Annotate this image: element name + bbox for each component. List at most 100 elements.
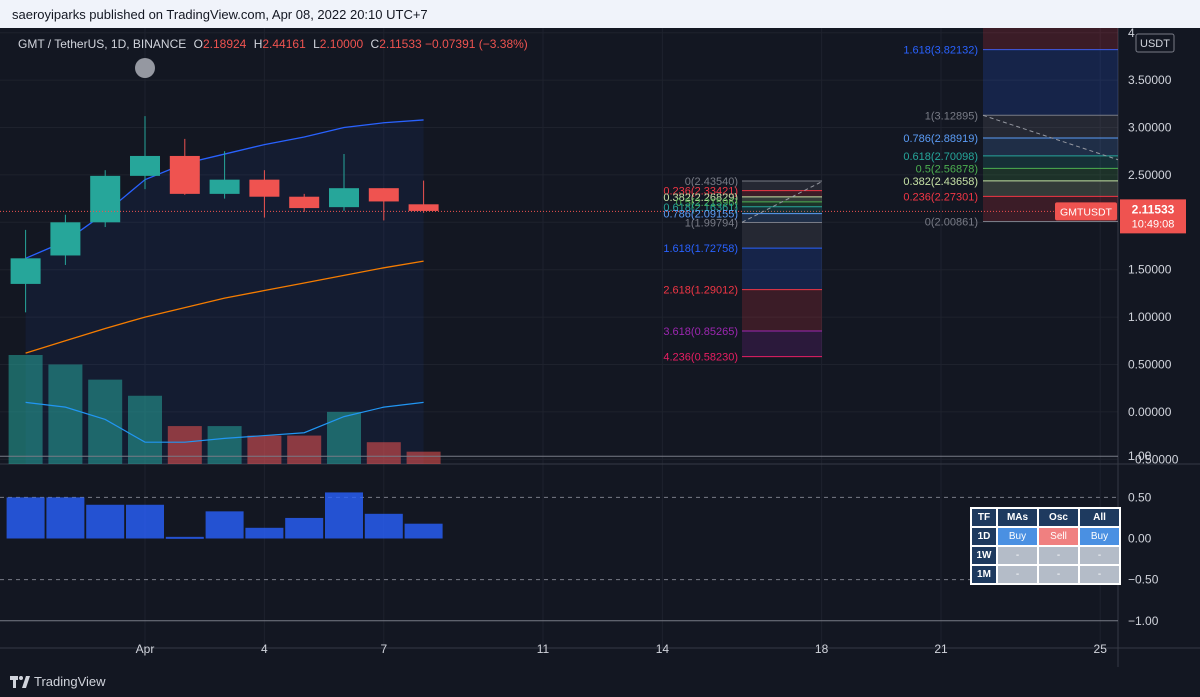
signal-header-all: All bbox=[1078, 507, 1121, 528]
oscillator-bar bbox=[6, 497, 45, 539]
fib-lower-level-label: 0.786(2.09155) bbox=[663, 209, 738, 221]
oscillator-bar bbox=[165, 536, 204, 539]
brand-name: TradingView bbox=[34, 674, 106, 689]
symbol-badge-text: GMTUSDT bbox=[1060, 206, 1112, 218]
price-axis-label: 3.00000 bbox=[1128, 121, 1172, 135]
osc-axis-label: −1.00 bbox=[1128, 614, 1159, 628]
oscillator-bar bbox=[126, 504, 164, 539]
signal-header-mas: MAs bbox=[996, 507, 1039, 528]
volume-bar bbox=[406, 451, 441, 464]
oscillator-bar bbox=[325, 492, 363, 539]
fib-lower-zone bbox=[742, 289, 822, 332]
time-axis-label: 21 bbox=[934, 642, 948, 656]
fib-upper-zone bbox=[983, 138, 1118, 156]
close-label: C bbox=[370, 37, 380, 51]
oscillator-bar bbox=[364, 513, 403, 539]
fib-upper-zone bbox=[983, 180, 1118, 197]
candle-body bbox=[408, 204, 439, 211]
osc-axis-label: 1.00 bbox=[1128, 449, 1152, 463]
volume-bar bbox=[8, 355, 43, 464]
time-axis-label: 14 bbox=[656, 642, 670, 656]
signal-cell: - bbox=[996, 564, 1039, 585]
fib-lower-level-label: 1(1.99794) bbox=[685, 217, 738, 229]
publish-header: saeroyiparks published on TradingView.co… bbox=[0, 0, 1200, 28]
tradingview-logo-icon bbox=[10, 676, 30, 688]
fib-lower-zone bbox=[742, 213, 822, 223]
candle-body bbox=[249, 179, 280, 197]
candle-body bbox=[90, 175, 121, 223]
osc-axis-label: 0.00 bbox=[1128, 532, 1152, 546]
price-axis-label: 1.00000 bbox=[1128, 310, 1172, 324]
fib-upper-level-label: 1(3.12895) bbox=[925, 110, 978, 122]
candle-body bbox=[10, 258, 41, 284]
osc-axis-label: −0.50 bbox=[1128, 573, 1159, 587]
signal-summary-table: TF MAs Osc All 1D Buy Sell Buy 1W - - - … bbox=[970, 507, 1121, 585]
low-label: L bbox=[313, 37, 320, 51]
oscillator-bar bbox=[404, 523, 443, 539]
oscillator-bar bbox=[245, 527, 284, 539]
volume-bar bbox=[366, 442, 401, 464]
fib-lower-zone bbox=[742, 222, 822, 249]
symbol-badge bbox=[1055, 202, 1117, 221]
candle-body bbox=[209, 179, 240, 194]
signal-cell: - bbox=[1078, 545, 1121, 566]
fib-trend-line bbox=[982, 114, 1119, 161]
currency-box bbox=[1135, 33, 1175, 53]
open-label: O bbox=[193, 37, 203, 51]
volume-bar bbox=[88, 379, 123, 464]
fib-lower-zone bbox=[742, 196, 822, 202]
change-value: −0.07391 (−3.38%) bbox=[425, 37, 528, 51]
signal-cell: Sell bbox=[1037, 526, 1080, 547]
signal-cell: Buy bbox=[996, 526, 1039, 547]
fib-upper-level-label: 0.618(2.70098) bbox=[903, 151, 978, 163]
oscillator-bar bbox=[46, 497, 85, 539]
time-axis-label: Apr bbox=[136, 642, 155, 656]
oscillator-bar bbox=[285, 517, 324, 539]
currency-label: USDT bbox=[1140, 38, 1170, 50]
price-axis-label: 4 bbox=[1128, 28, 1135, 40]
fib-lower-zone bbox=[742, 331, 822, 357]
low-value: 2.10000 bbox=[319, 37, 364, 51]
candle-body bbox=[289, 196, 320, 209]
price-axis-label: 3.50000 bbox=[1128, 73, 1172, 87]
signal-row-tf: 1M bbox=[970, 564, 998, 585]
fib-lower-level-label: 2.618(1.29012) bbox=[663, 285, 738, 297]
oscillator-bar bbox=[86, 504, 125, 539]
volume-bar bbox=[128, 395, 162, 464]
candle-body bbox=[329, 188, 359, 208]
fib-lower-level-label: 0(2.43540) bbox=[685, 176, 738, 188]
volume-ma-line bbox=[25, 401, 424, 443]
fib-upper-level-label: 0.786(2.88919) bbox=[903, 133, 978, 145]
fib-upper-zone bbox=[983, 168, 1118, 181]
fib-lower-level-label: 4.236(0.58230) bbox=[663, 352, 738, 364]
signal-row-tf: 1W bbox=[970, 545, 998, 566]
symbol-name[interactable]: GMT / TetherUS, 1D, BINANCE bbox=[18, 37, 187, 51]
fib-lower-level-label: 0.236(2.33421) bbox=[663, 186, 738, 198]
price-chart[interactable]: 1.618(3.82132) 1(3.12895) 0.786(2.88919) 0.… bbox=[0, 28, 1200, 667]
signal-cell: - bbox=[1078, 564, 1121, 585]
fib-trend-line bbox=[741, 181, 823, 223]
volume-bar bbox=[287, 435, 322, 464]
open-value: 2.18924 bbox=[202, 37, 247, 51]
volume-bar bbox=[247, 435, 282, 464]
candle-body bbox=[169, 155, 200, 194]
symbol-legend: GMT / TetherUS, 1D, BINANCE O2.18924 H2.… bbox=[18, 37, 528, 51]
price-axis-label: −0.50000 bbox=[1128, 452, 1179, 466]
volume-bar bbox=[207, 426, 242, 464]
signal-cell: Buy bbox=[1078, 526, 1121, 547]
fib-upper-level-label: 0.5(2.56878) bbox=[916, 163, 978, 175]
fib-upper-level-label: 0.236(2.27301) bbox=[903, 191, 978, 203]
candle-body bbox=[50, 222, 81, 256]
price-badge-text: 2.11533 bbox=[1132, 202, 1175, 216]
time-axis-label: 18 bbox=[815, 642, 829, 656]
time-axis-label: 7 bbox=[380, 642, 387, 656]
close-value: 2.11533 bbox=[379, 37, 422, 51]
signal-row-tf: 1D bbox=[970, 526, 998, 547]
fib-upper-zone bbox=[983, 155, 1118, 169]
price-axis-label: 0.00000 bbox=[1128, 405, 1172, 419]
fib-lower-zone bbox=[742, 206, 822, 214]
publisher-text: saeroyiparks published on TradingView.co… bbox=[12, 7, 428, 22]
fib-lower-zone bbox=[742, 190, 822, 197]
fib-upper-level-label: 0.382(2.43658) bbox=[903, 176, 978, 188]
signal-header-tf: TF bbox=[970, 507, 998, 528]
